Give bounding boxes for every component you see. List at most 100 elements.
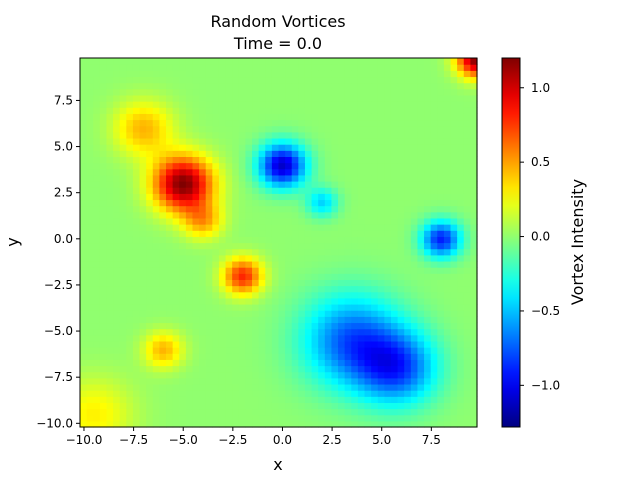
heatmap-cell [132,150,141,157]
heatmap-cell [80,414,88,422]
heatmap-cell [331,168,339,176]
heatmap-cell [205,119,213,127]
heatmap-cell [404,224,412,231]
heatmap-cell [152,187,160,194]
heatmap-cell [172,125,180,133]
heatmap-cell [390,113,399,121]
heatmap-cell [179,168,187,176]
heatmap-cell [113,347,121,354]
heatmap-cell [397,236,405,244]
heatmap-cell [463,76,471,84]
heatmap-cell [285,310,293,317]
heatmap-cell [470,322,478,330]
heatmap-cell [139,199,147,207]
heatmap-cell [212,297,220,305]
heatmap-cell [404,168,412,176]
heatmap-cell [304,217,313,225]
heatmap-cell [172,347,180,354]
heatmap-cell [93,64,101,71]
heatmap-cell [384,267,392,274]
heatmap-cell [86,168,94,176]
heatmap-cell [424,383,432,391]
heatmap-cell [245,383,253,391]
heatmap-cell [450,322,458,330]
heatmap-cell [338,390,346,397]
heatmap-cell [304,101,313,108]
heatmap-cell [232,273,240,280]
heatmap-cell [344,267,352,274]
heatmap-cell [397,297,405,305]
heatmap-cell [450,365,458,373]
heatmap-cell [80,119,88,127]
heatmap-cell [166,414,174,422]
heatmap-cell [377,291,385,299]
heatmap-cell [205,199,213,207]
heatmap-cell [205,371,213,379]
heatmap-cell [205,131,213,139]
heatmap-cell [410,199,419,207]
heatmap-cell [93,328,101,336]
heatmap-cell [113,88,121,96]
heatmap-cell [344,420,352,428]
heatmap-cell [298,224,306,231]
heatmap-cell [291,101,299,108]
heatmap-cell [185,402,194,410]
heatmap-cell [152,414,160,422]
heatmap-cell [205,414,213,422]
heatmap-cell [450,420,458,428]
heatmap-cell [331,64,339,71]
heatmap-cell [371,199,379,207]
heatmap-cell [146,193,154,201]
heatmap-cell [357,211,366,219]
heatmap-cell [377,205,385,213]
y-tick-label: −5.0 [44,324,73,338]
heatmap-cell [443,279,452,287]
heatmap-cell [113,304,121,311]
heatmap-cell [278,359,286,367]
heatmap-cell [271,230,280,237]
heatmap-cell [404,205,412,213]
heatmap-cell [397,260,405,268]
heatmap-cell [404,353,412,360]
heatmap-cell [457,402,465,410]
heatmap-cell [324,273,333,280]
heatmap-cell [212,248,220,256]
x-tick-label: −7.5 [119,433,148,447]
heatmap-cell [139,82,147,90]
heatmap-cell [252,131,260,139]
heatmap-cell [331,181,339,188]
heatmap-cell [298,199,306,207]
heatmap-cell [285,76,293,84]
heatmap-cell [298,377,306,385]
heatmap-cell [126,408,134,416]
heatmap-cell [185,347,194,354]
heatmap-cell [457,377,465,385]
heatmap-cell [377,390,385,397]
heatmap-cell [291,279,299,287]
heatmap-cell [437,144,445,151]
heatmap-cell [232,334,240,342]
heatmap-cell [470,402,478,410]
heatmap-cell [298,285,306,293]
heatmap-cell [450,76,458,84]
heatmap-cell [470,162,478,170]
heatmap-cell [212,414,220,422]
heatmap-cell [437,64,445,71]
heatmap-cell [377,193,385,201]
heatmap-cell [245,359,253,367]
heatmap-cell [457,260,465,268]
heatmap-cell [285,408,293,416]
heatmap-cell [192,297,200,305]
heatmap-cell [205,193,213,201]
heatmap-cell [99,187,108,194]
heatmap-cell [146,88,154,96]
heatmap-cell [139,174,147,182]
heatmap-cell [344,377,352,385]
heatmap-cell [304,181,313,188]
heatmap-cell [218,224,227,231]
heatmap-cell [252,285,260,293]
heatmap-cell [218,181,227,188]
heatmap-cell [417,383,425,391]
heatmap-cell [199,94,207,102]
heatmap-cell [106,144,114,151]
